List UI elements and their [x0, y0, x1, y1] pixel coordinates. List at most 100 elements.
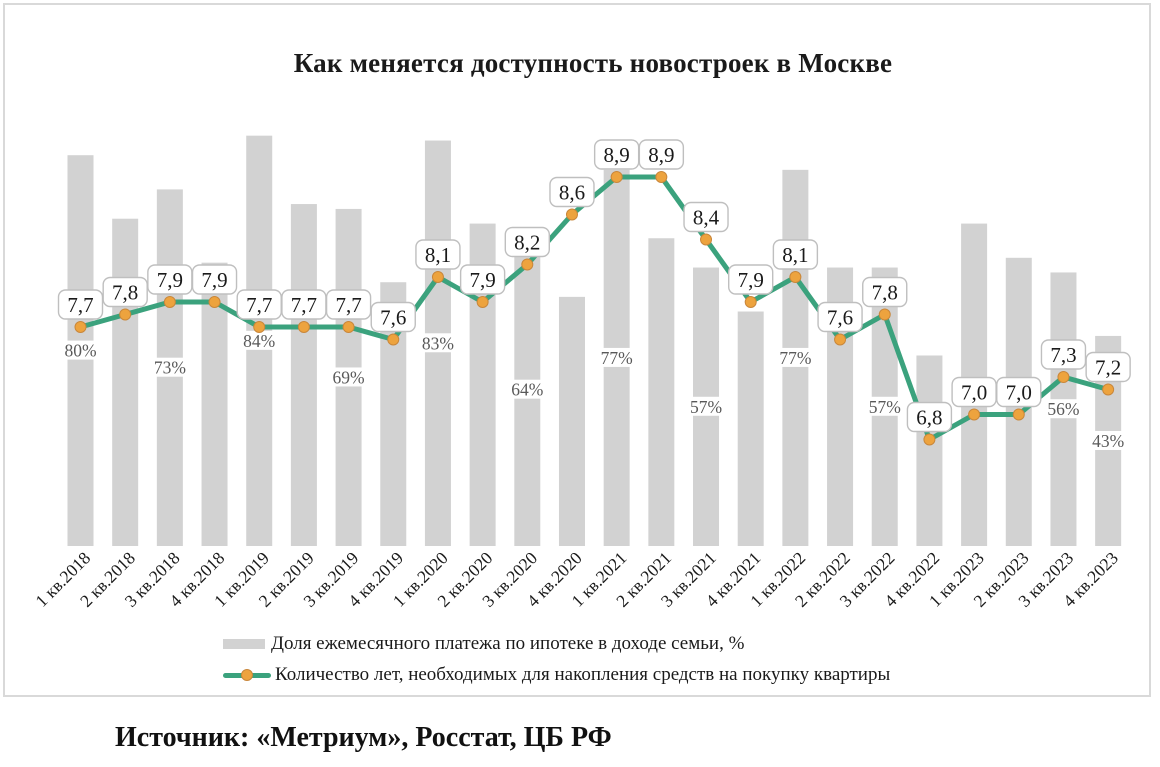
- line-marker: [208, 296, 221, 308]
- value-callout: [415, 239, 461, 270]
- value-callout-text: 7,8: [112, 281, 138, 305]
- line-marker: [163, 296, 176, 308]
- value-callout: [996, 376, 1042, 408]
- bar-2 кв.2021: [648, 238, 675, 546]
- line-marker: [74, 321, 87, 333]
- bar-4 кв.2021: [737, 311, 764, 546]
- line-marker: [297, 321, 310, 333]
- value-callout-text: 7,9: [469, 268, 495, 292]
- bar-label-bg: [778, 347, 813, 367]
- value-callout-text: 7,7: [335, 293, 361, 317]
- value-callout: [370, 301, 416, 333]
- bar-series-swatch-icon: [223, 639, 265, 649]
- line-marker: [700, 233, 713, 246]
- line-marker: [834, 333, 847, 346]
- value-callout-text: 7,7: [246, 293, 272, 317]
- line-series-swatch-icon: [223, 668, 271, 682]
- value-callout-text: 7,7: [67, 293, 93, 317]
- value-callout: [102, 276, 148, 308]
- line-marker: [968, 408, 981, 421]
- value-callout-text: 7,6: [380, 306, 406, 330]
- bar-label: 77%: [601, 348, 633, 368]
- bar-label: 43%: [1092, 431, 1124, 451]
- bar-label: 64%: [511, 380, 543, 400]
- bar-label: 56%: [1047, 399, 1079, 419]
- line-marker: [119, 308, 132, 321]
- value-callout-text: 7,8: [872, 281, 898, 305]
- value-callout: [57, 289, 104, 320]
- bar-label-bg: [1046, 399, 1081, 419]
- value-callout: [683, 201, 729, 233]
- value-callout-text: 8,1: [782, 243, 808, 267]
- source-caption: Источник: «Метриум», Росстат, ЦБ РФ: [115, 722, 612, 753]
- line-marker: [387, 333, 400, 346]
- value-callout: [817, 301, 863, 333]
- bar-label-bg: [1091, 430, 1126, 450]
- bar-2 кв.2019: [290, 204, 317, 547]
- value-callout-text: 7,3: [1050, 343, 1076, 367]
- bar-4 кв.2020: [558, 296, 585, 546]
- line-marker: [1102, 383, 1115, 396]
- value-callout-text: 7,0: [1006, 381, 1032, 405]
- legend-bar-label: Доля ежемесячного платежа по ипотеке в д…: [271, 633, 745, 654]
- bar-4 кв.2018: [201, 262, 228, 546]
- bar-label: 77%: [779, 348, 811, 368]
- value-callout-text: 7,7: [291, 293, 317, 317]
- line-marker: [744, 296, 757, 308]
- line-marker: [789, 271, 802, 283]
- chart-title: Как меняется доступность новостроек в Мо…: [293, 48, 893, 78]
- value-callout-text: 7,2: [1095, 356, 1121, 380]
- line-marker: [521, 258, 534, 271]
- value-callout: [191, 264, 238, 295]
- legend-item-bar-series: Доля ежемесячного платежа по ипотеке в д…: [223, 633, 890, 655]
- value-callout: [1040, 339, 1087, 370]
- value-callout-text: 7,9: [157, 268, 183, 292]
- value-callout: [459, 264, 506, 295]
- value-callout: [325, 289, 372, 320]
- bar-label-bg: [331, 367, 366, 387]
- bar-label-bg: [510, 379, 545, 399]
- bar-4 кв.2022: [916, 355, 943, 546]
- bar-label: 57%: [690, 397, 722, 417]
- line-marker: [342, 321, 355, 333]
- bar-label: 84%: [243, 331, 275, 351]
- bar-label-bg: [152, 357, 187, 377]
- line-marker: [1057, 371, 1070, 383]
- line-marker: [431, 271, 444, 283]
- bar-2 кв.2018: [112, 218, 139, 546]
- bar-label: 80%: [64, 341, 96, 361]
- line-marker: [476, 296, 489, 308]
- value-callout-text: 8,9: [604, 143, 630, 167]
- line-marker: [878, 308, 891, 321]
- chart-legend: Доля ежемесячного платежа по ипотеке в д…: [223, 633, 890, 686]
- value-callout-text: 8,6: [559, 181, 585, 205]
- value-callout: [906, 401, 953, 433]
- value-callout-text: 8,4: [693, 206, 720, 230]
- value-callout-text: 8,1: [425, 243, 451, 267]
- line-swatch-marker-icon: [241, 669, 253, 681]
- bar-label-bg: [63, 340, 98, 360]
- value-callout: [728, 264, 774, 295]
- value-callout-text: 8,2: [514, 231, 540, 255]
- legend-item-line-series: Количество лет, необходимых для накоплен…: [223, 664, 890, 686]
- bar-label: 57%: [869, 397, 901, 417]
- legend-line-label: Количество лет, необходимых для накоплен…: [275, 664, 891, 685]
- value-callout: [504, 226, 550, 258]
- bar-label-bg: [867, 396, 902, 416]
- line-marker: [565, 208, 578, 221]
- value-callout-text: 7,6: [827, 306, 853, 330]
- line-marker: [923, 433, 936, 446]
- value-callout: [549, 176, 595, 208]
- value-callout-text: 7,0: [961, 381, 987, 405]
- value-callout-text: 8,9: [648, 143, 674, 167]
- value-callout-text: 6,8: [916, 406, 942, 430]
- line-marker: [655, 171, 668, 183]
- value-callout: [772, 239, 819, 270]
- bar-label-bg: [420, 333, 456, 353]
- value-callout: [638, 139, 685, 170]
- bar-label: 73%: [154, 358, 186, 378]
- value-callout-text: 7,9: [201, 268, 227, 292]
- bar-label: 69%: [333, 367, 365, 387]
- line-marker: [253, 321, 266, 333]
